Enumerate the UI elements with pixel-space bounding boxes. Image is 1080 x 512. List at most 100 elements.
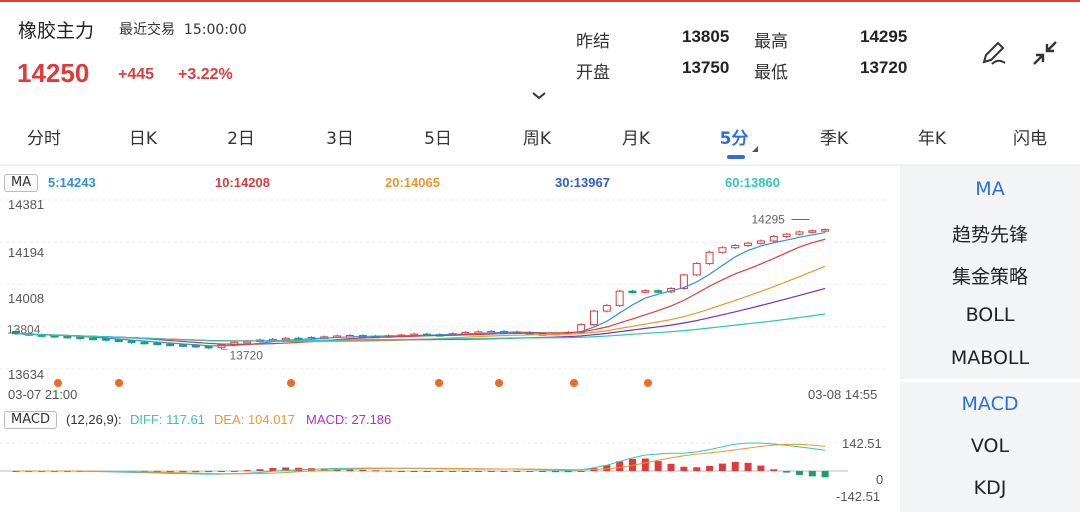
event-marker xyxy=(54,379,62,387)
sidebar-item-macd[interactable]: MACD xyxy=(961,393,1019,415)
macd-bar xyxy=(718,463,726,471)
tab-day-k[interactable]: 日K xyxy=(128,129,158,149)
price-change-pct: +3.22% xyxy=(178,66,233,83)
macd-bar xyxy=(744,462,752,471)
sidebar-item-kdj[interactable]: KDJ xyxy=(973,477,1007,499)
event-marker xyxy=(644,379,652,387)
candle xyxy=(12,330,20,335)
candle xyxy=(127,340,136,343)
macd-bar xyxy=(346,469,354,471)
macd-indicator-tag[interactable]: MACD xyxy=(4,411,57,429)
active-tab-indicator xyxy=(727,155,745,159)
macd-bar xyxy=(564,471,572,473)
chevron-down-icon[interactable] xyxy=(531,86,547,105)
macd-bar xyxy=(680,466,688,471)
macd-bar xyxy=(384,470,392,472)
y-axis-label: 14381 xyxy=(8,197,45,212)
tab-3day[interactable]: 3日 xyxy=(326,129,354,149)
macd-bar xyxy=(436,471,444,472)
tab-2day[interactable]: 2日 xyxy=(227,129,255,149)
macd-y-top: 142.51 xyxy=(842,436,882,451)
event-marker xyxy=(115,379,123,387)
macd-y-mid: 0 xyxy=(876,472,884,487)
last-trade-time: 最近交易 15:00:00 xyxy=(119,22,247,38)
y-axis-label: 14194 xyxy=(8,245,45,260)
macd-bar xyxy=(706,465,714,471)
tab-fenshi[interactable]: 分时 xyxy=(27,129,61,149)
candle xyxy=(191,344,200,348)
sidebar-item-maboll[interactable]: MABOLL xyxy=(950,347,1030,369)
x-axis-start: 03-07 21:00 xyxy=(8,387,78,402)
macd-bar xyxy=(397,471,405,472)
tab-5day[interactable]: 5日 xyxy=(424,129,452,149)
event-marker xyxy=(287,379,295,387)
macd-bar xyxy=(269,467,277,471)
macd-bar xyxy=(795,471,803,475)
candle xyxy=(769,235,778,242)
macd-bar xyxy=(757,465,765,471)
macd-bar xyxy=(243,470,251,472)
candle xyxy=(731,244,740,249)
prev-settle-label: 昨结 xyxy=(576,32,610,52)
macd-bar xyxy=(731,461,739,471)
macd-bar xyxy=(603,465,611,471)
tab-5min[interactable]: 5分 xyxy=(719,129,749,149)
macd-bar xyxy=(218,471,225,472)
low-value: 13720 xyxy=(860,58,908,77)
candle xyxy=(101,338,110,341)
tab-dropdown-icon[interactable] xyxy=(752,146,758,152)
ma10-value: 10:14208 xyxy=(215,175,270,190)
macd-bar xyxy=(205,471,213,473)
macd-bar xyxy=(153,471,161,473)
sidebar-item-trend[interactable]: 趋势先锋 xyxy=(951,224,1028,246)
sidebar-item-ma[interactable]: MA xyxy=(975,178,1005,200)
prev-settle-value: 13805 xyxy=(682,27,730,46)
candle xyxy=(589,310,598,326)
ma5-line xyxy=(15,231,826,347)
candle xyxy=(718,247,727,253)
tab-week-k[interactable]: 周K xyxy=(522,129,552,149)
candle xyxy=(782,233,791,237)
event-marker xyxy=(435,379,443,387)
collapse-icon[interactable] xyxy=(1030,38,1060,72)
sidebar-item-strategy[interactable]: 集金策略 xyxy=(951,266,1028,288)
open-value: 13750 xyxy=(682,58,730,77)
tab-flash[interactable]: 闪电 xyxy=(1013,129,1047,149)
macd-bar xyxy=(577,471,585,472)
candle xyxy=(692,263,701,276)
left-price-annotation: 13804 xyxy=(7,323,41,337)
draw-pen-icon[interactable] xyxy=(978,38,1008,72)
candle xyxy=(114,339,123,343)
candle xyxy=(602,304,611,312)
macd-bar xyxy=(282,467,290,471)
candle xyxy=(705,251,714,265)
candle xyxy=(140,341,149,345)
macd-bar xyxy=(667,463,675,471)
tab-year-k[interactable]: 年K xyxy=(917,129,947,149)
macd-bar xyxy=(410,471,418,472)
ma-indicator-tag[interactable]: MA xyxy=(4,174,39,192)
sidebar-item-boll[interactable]: BOLL xyxy=(965,304,1015,326)
kline-chart[interactable]: 14295 13720 13804 xyxy=(0,166,900,512)
candle xyxy=(243,340,252,344)
macd-bar xyxy=(487,471,495,472)
candle xyxy=(89,337,98,341)
candle xyxy=(63,335,72,339)
diff-line xyxy=(16,442,826,475)
tab-month-k[interactable]: 月K xyxy=(621,129,651,149)
sidebar-item-vol[interactable]: VOL xyxy=(970,435,1010,457)
candle xyxy=(76,336,85,340)
candle xyxy=(679,274,688,289)
x-axis-end: 03-08 14:55 xyxy=(808,387,878,402)
ma30-line xyxy=(15,287,826,342)
candle xyxy=(654,290,663,293)
candle xyxy=(808,230,817,233)
period-tabs: 分时 日K 2日 3日 5日 周K 月K 5分 季K 年K 闪电 xyxy=(0,124,1080,156)
ma5-value: 5:14243 xyxy=(48,175,96,190)
macd-value: MACD: 27.186 xyxy=(306,412,392,427)
macd-bar xyxy=(513,471,521,472)
candle xyxy=(615,290,624,306)
instrument-name[interactable]: 橡胶主力 xyxy=(18,20,95,42)
tab-season-k[interactable]: 季K xyxy=(819,129,849,149)
candle xyxy=(641,290,650,293)
